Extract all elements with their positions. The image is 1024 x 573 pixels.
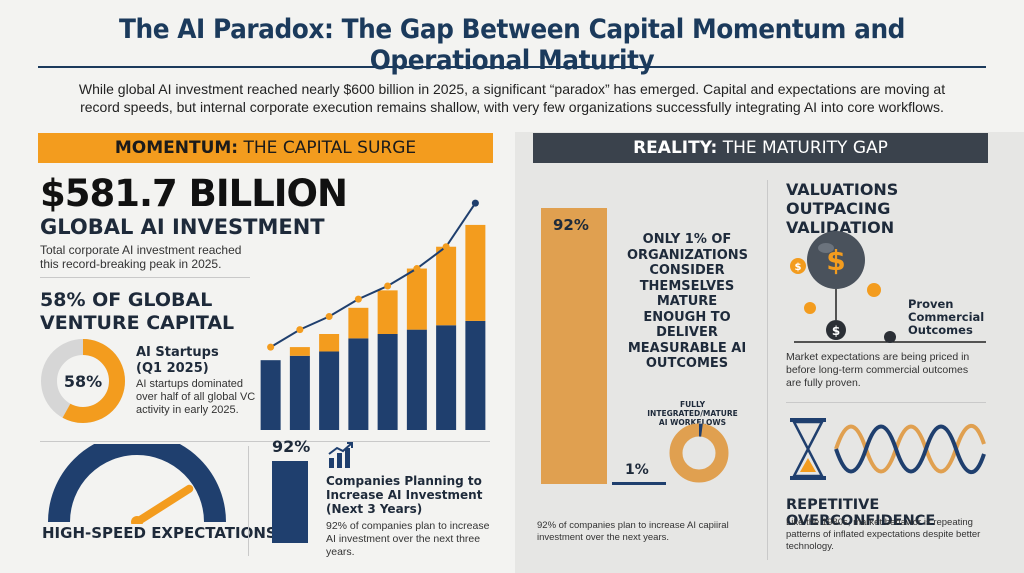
divider-vertical-left — [248, 446, 249, 556]
momentum-banner: MOMENTUM: THE CAPITAL SURGE — [38, 133, 493, 163]
divider-investment — [40, 277, 250, 278]
divider-valuations — [786, 402, 986, 403]
bar-base-5 — [377, 334, 398, 430]
speed-gauge — [48, 444, 226, 524]
svg-text:$: $ — [795, 262, 802, 273]
bar-base-3 — [319, 351, 340, 430]
maturity-bar-92-label: 92% — [553, 216, 589, 234]
vc-title-line2: (Q1 2025) — [136, 361, 209, 376]
bar-base-4 — [348, 338, 369, 430]
divider-vertical-right — [767, 180, 768, 560]
trend-line — [270, 202, 477, 348]
vc-donut-arc — [41, 339, 125, 423]
title-rule — [38, 66, 986, 68]
bar-base-8 — [465, 320, 486, 430]
balloon-illustration: $ $ $ — [790, 231, 986, 343]
proven-label: Proven Commercial Outcomes — [908, 297, 985, 337]
trend-point-8 — [471, 199, 479, 207]
trend-point-6 — [413, 265, 421, 273]
svg-text:$: $ — [832, 324, 840, 338]
capital-surge-chart — [260, 199, 486, 430]
intro-text: While global AI investment reached nearl… — [78, 81, 946, 115]
bar-growth-5 — [377, 290, 398, 334]
investment-label: GLOBAL AI INVESTMENT — [40, 215, 325, 239]
gauge-needle — [133, 484, 194, 524]
vc-heading-line1: 58% OF GLOBAL — [40, 289, 213, 311]
wave-orange — [834, 423, 986, 474]
hourglass-icon — [791, 420, 825, 452]
gauge-label: HIGH-SPEED EXPECTATIONS — [42, 524, 277, 542]
momentum-banner-rest: THE CAPITAL SURGE — [238, 138, 417, 158]
maturity-bar-1 — [612, 482, 666, 485]
trend-point-7 — [442, 243, 450, 251]
divider-lower — [40, 441, 490, 442]
vc-title-line1: AI Startups — [136, 345, 219, 360]
vc-heading-line2: VENTURE CAPITAL — [40, 312, 235, 334]
valuations-desc: Market expectations are being priced in … — [786, 351, 970, 389]
coin-weight-icon — [826, 320, 846, 340]
plans-title: Companies Planning to Increase AI Invest… — [326, 474, 483, 516]
coin-icon-small — [804, 302, 816, 314]
overconfidence-desc: Like the 1980s, market behavior is repea… — [786, 517, 981, 552]
bar-base-1 — [260, 360, 281, 430]
bar-growth-7 — [436, 246, 457, 326]
investment-value: $581.7 BILLION — [40, 172, 348, 215]
plans-bar — [272, 461, 308, 543]
bar-growth-4 — [348, 307, 369, 339]
bar-base-2 — [289, 355, 310, 430]
wave-navy — [834, 424, 986, 475]
reality-banner: REALITY: THE MATURITY GAP — [533, 133, 988, 163]
plans-desc: 92% of companies plan to increase AI inv… — [326, 520, 490, 558]
trend-point-5 — [384, 282, 392, 290]
maturity-bar-92 — [541, 208, 607, 484]
reality-banner-rest: THE MATURITY GAP — [717, 138, 888, 158]
trend-point-4 — [354, 295, 362, 303]
bar-base-7 — [436, 325, 457, 430]
maturity-footnote: 92% of companies plan to increase AI cap… — [537, 520, 729, 543]
gauge-hub — [131, 516, 143, 524]
cycle-illustration — [790, 418, 986, 480]
maturity-statement: ONLY 1% OF ORGANIZATIONS CONSIDER THEMSE… — [627, 232, 748, 371]
valuations-heading: VALUATIONS OUTPACING VALIDATION — [786, 180, 899, 237]
maturity-bar-1-label: 1% — [625, 462, 649, 478]
momentum-banner-bold: MOMENTUM: — [114, 138, 239, 158]
trend-point-2 — [296, 326, 304, 334]
reality-banner-bold: REALITY: — [633, 138, 718, 158]
bar-base-6 — [406, 329, 427, 430]
coin-icon — [790, 258, 806, 274]
vc-desc: AI startups dominated over half of all g… — [136, 378, 256, 416]
outcome-ball-icon — [884, 331, 896, 343]
gauge-track — [48, 444, 226, 523]
vc-donut: 58% — [41, 339, 125, 423]
maturity-donut-caption: FULLY INTEGRATED/MATURE AI WORKFLOWS — [647, 400, 738, 427]
vc-heading: 58% OF GLOBAL VENTURE CAPITAL — [40, 289, 234, 335]
maturity-donut-ring — [669, 423, 729, 483]
investment-desc: Total corporate AI investment reached th… — [40, 243, 242, 271]
page-title: The AI Paradox: The Gap Between Capital … — [118, 14, 906, 76]
maturity-donut-slice — [669, 423, 729, 483]
trend-point-3 — [325, 313, 333, 321]
bar-growth-2 — [289, 347, 310, 356]
plans-percent: 92% — [272, 437, 311, 456]
bar-growth-6 — [406, 268, 427, 330]
balloon-symbol: $ — [826, 244, 845, 277]
trend-point-1 — [267, 343, 275, 351]
vc-donut-label: 58% — [64, 372, 102, 391]
maturity-donut — [669, 423, 729, 483]
bar-growth-3 — [319, 334, 340, 352]
bar-growth-8 — [465, 224, 486, 321]
growth-chart-icon — [328, 442, 353, 468]
vc-title: AI Startups (Q1 2025) — [136, 345, 219, 377]
overconfidence-heading: REPETITIVE OVERCONFIDENCE — [786, 497, 936, 529]
coin-icon-right — [867, 283, 881, 297]
